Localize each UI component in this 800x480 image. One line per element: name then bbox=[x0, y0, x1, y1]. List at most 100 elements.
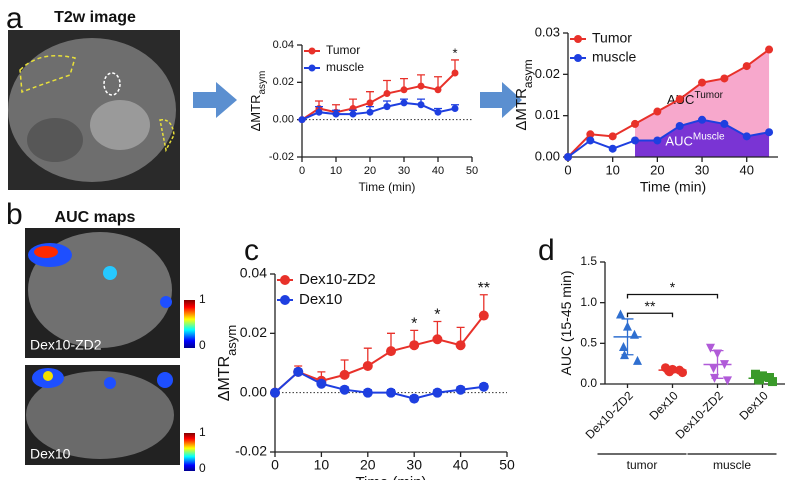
data-point bbox=[478, 381, 489, 392]
x-tick-label: 10 bbox=[330, 165, 342, 177]
y-axis-title: ΔMTRasym bbox=[248, 71, 268, 132]
data-point bbox=[362, 387, 373, 398]
y-tick-label: 0.02 bbox=[240, 324, 267, 340]
significance: ** bbox=[645, 298, 656, 314]
significance-bracket bbox=[626, 293, 719, 299]
series-line bbox=[274, 314, 485, 394]
y-axis-label: ΔMTRasym bbox=[216, 325, 239, 401]
data-point bbox=[755, 375, 764, 385]
auc-map bbox=[25, 365, 180, 465]
data-point bbox=[631, 136, 640, 145]
legend-label: Tumor bbox=[592, 30, 632, 46]
sd-bar bbox=[621, 318, 634, 356]
data-point bbox=[586, 130, 595, 139]
y-axis-title: ΔMTRasym bbox=[216, 325, 239, 401]
x-tick-label: Dex10 bbox=[736, 388, 771, 423]
legend-label: Tumor bbox=[326, 43, 360, 57]
sd-bar bbox=[756, 375, 769, 382]
series-line bbox=[567, 118, 770, 158]
data-point bbox=[564, 153, 572, 161]
panel-label: b bbox=[6, 198, 23, 231]
data-point bbox=[400, 99, 408, 107]
series-line bbox=[301, 72, 456, 121]
legend-label: muscle bbox=[326, 60, 364, 74]
data-point bbox=[409, 393, 420, 404]
data-point bbox=[723, 376, 732, 386]
x-tick-label: 40 bbox=[453, 457, 469, 473]
sd-bar bbox=[666, 367, 679, 374]
data-point bbox=[270, 387, 280, 398]
x-tick-label: 10 bbox=[605, 162, 619, 177]
data-point bbox=[455, 340, 466, 351]
image-title: AUC maps bbox=[55, 209, 136, 226]
y-tick-label: 0.00 bbox=[535, 148, 560, 163]
series-line bbox=[301, 101, 456, 121]
y-tick-label: 0.01 bbox=[535, 107, 560, 122]
data-point bbox=[417, 82, 425, 90]
significance: * bbox=[452, 45, 457, 60]
y-axis-label: AUC (15-45 min) bbox=[558, 270, 574, 375]
data-point bbox=[633, 355, 642, 365]
data-point bbox=[653, 107, 662, 116]
x-tick-label: 40 bbox=[432, 165, 444, 177]
y-tick-label: 1.5 bbox=[580, 254, 597, 268]
y-label-main: ΔMTR bbox=[513, 88, 530, 131]
colorbar bbox=[184, 433, 195, 471]
data-point bbox=[765, 128, 774, 137]
significance-bracket bbox=[626, 312, 674, 318]
x-axis-label: Time (min) bbox=[355, 474, 426, 480]
data-point bbox=[455, 384, 466, 395]
x-tick-label: 30 bbox=[695, 162, 709, 177]
x-tick-label: 50 bbox=[466, 165, 478, 177]
x-axis-label: Time (min) bbox=[359, 180, 416, 194]
data-point bbox=[631, 119, 640, 128]
y-axis-title: ΔMTRasym bbox=[513, 59, 535, 130]
data-point bbox=[742, 62, 751, 71]
series-line bbox=[567, 48, 770, 158]
y-label-sub: asym bbox=[224, 325, 239, 356]
data-point bbox=[409, 340, 420, 351]
data-point bbox=[386, 346, 396, 357]
data-point bbox=[332, 110, 340, 118]
data-point bbox=[386, 387, 396, 398]
x-tick-label: 50 bbox=[499, 457, 515, 473]
data-point bbox=[608, 144, 617, 153]
auc-label-sup: Muscle bbox=[693, 132, 725, 143]
series-line bbox=[274, 370, 484, 400]
legend-label: Dex10-ZD2 bbox=[299, 271, 376, 288]
legend-marker bbox=[574, 54, 582, 62]
data-point bbox=[698, 78, 707, 87]
auc-fill bbox=[635, 119, 770, 157]
y-tick-label: 0.0 bbox=[580, 376, 597, 390]
colorbar-label: 1 bbox=[199, 425, 206, 439]
legend-marker bbox=[574, 35, 582, 43]
colorbar-label: 0 bbox=[199, 338, 206, 352]
significance: * bbox=[411, 316, 417, 333]
x-tick-label: 30 bbox=[398, 165, 410, 177]
data-point bbox=[742, 132, 751, 141]
x-tick-label: 20 bbox=[650, 162, 664, 177]
data-point bbox=[616, 309, 625, 319]
data-point bbox=[675, 95, 684, 104]
x-axis-label: Time (min) bbox=[640, 179, 706, 195]
data-point bbox=[698, 115, 707, 124]
y-tick-label: 0.5 bbox=[580, 336, 597, 350]
colorbar-label: 1 bbox=[199, 292, 206, 306]
significance: * bbox=[434, 307, 440, 324]
data-point bbox=[619, 342, 628, 351]
legend-marker bbox=[280, 295, 290, 305]
x-tick-label: 0 bbox=[299, 165, 305, 177]
data-point bbox=[675, 122, 684, 130]
x-tick-label: Dex10 bbox=[646, 388, 681, 423]
data-point bbox=[608, 132, 617, 141]
x-tick-label: 0 bbox=[271, 457, 279, 473]
data-point bbox=[383, 90, 391, 98]
x-tick-label: 40 bbox=[739, 162, 753, 177]
data-point bbox=[434, 86, 442, 94]
y-tick-label: 0.02 bbox=[535, 66, 560, 81]
arrow bbox=[480, 82, 522, 118]
sd-bar bbox=[711, 350, 724, 379]
data-point bbox=[400, 86, 408, 94]
auc-label-sup: Tumor bbox=[694, 90, 723, 101]
y-label-sub: asym bbox=[257, 71, 268, 95]
